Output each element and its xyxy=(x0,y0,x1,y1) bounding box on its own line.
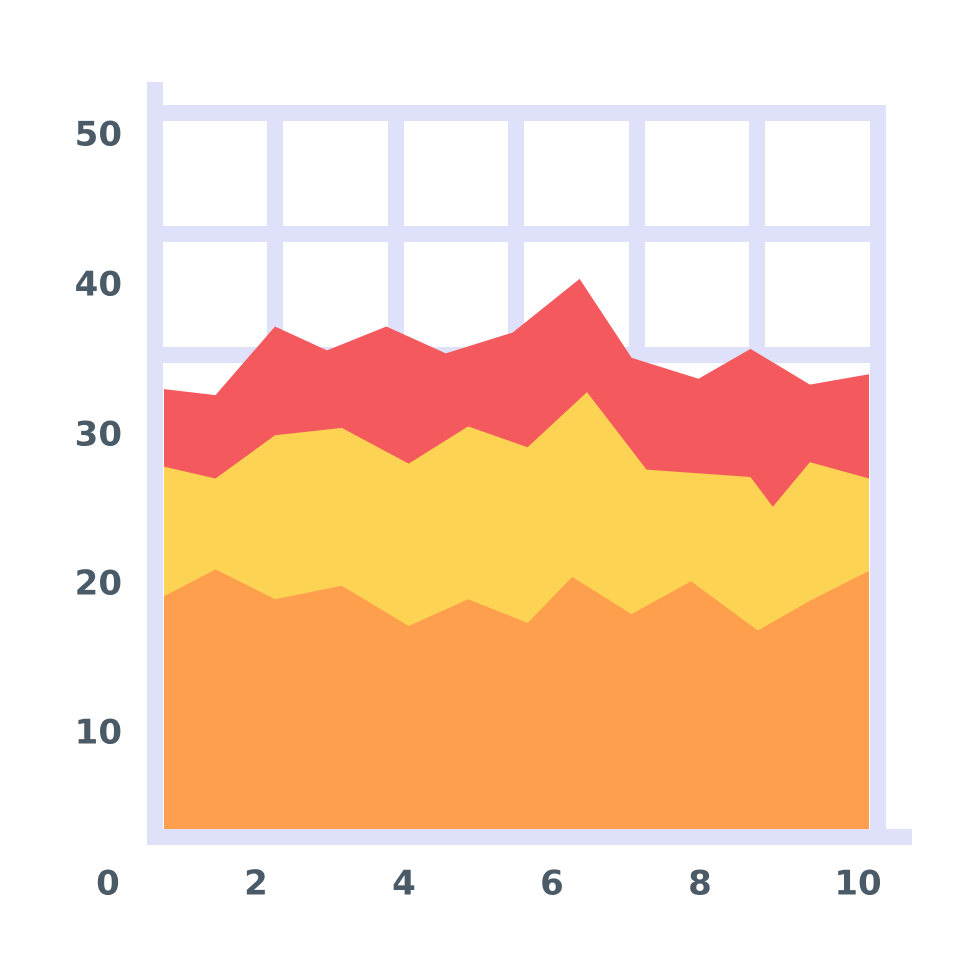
tick-labels: 10 20 30 40 50 0 2 4 6 8 10 xyxy=(75,115,882,904)
axes xyxy=(147,82,912,845)
x-tick-label-8: 8 xyxy=(688,864,712,904)
x-tick-label-10: 10 xyxy=(834,864,881,904)
y-tick-label-20: 20 xyxy=(75,564,122,604)
x-tick-label-4: 4 xyxy=(392,864,416,904)
y-tick-label-10: 10 xyxy=(75,713,122,753)
y-tick-label-40: 40 xyxy=(75,265,122,305)
x-tick-label-6: 6 xyxy=(540,864,564,904)
x-tick-label-0: 0 xyxy=(96,864,120,904)
area-series-group xyxy=(164,278,869,829)
y-tick-label-50: 50 xyxy=(75,115,122,155)
x-tick-label-2: 2 xyxy=(244,864,268,904)
area-series-bottom xyxy=(164,569,869,829)
y-tick-label-30: 30 xyxy=(75,415,122,455)
